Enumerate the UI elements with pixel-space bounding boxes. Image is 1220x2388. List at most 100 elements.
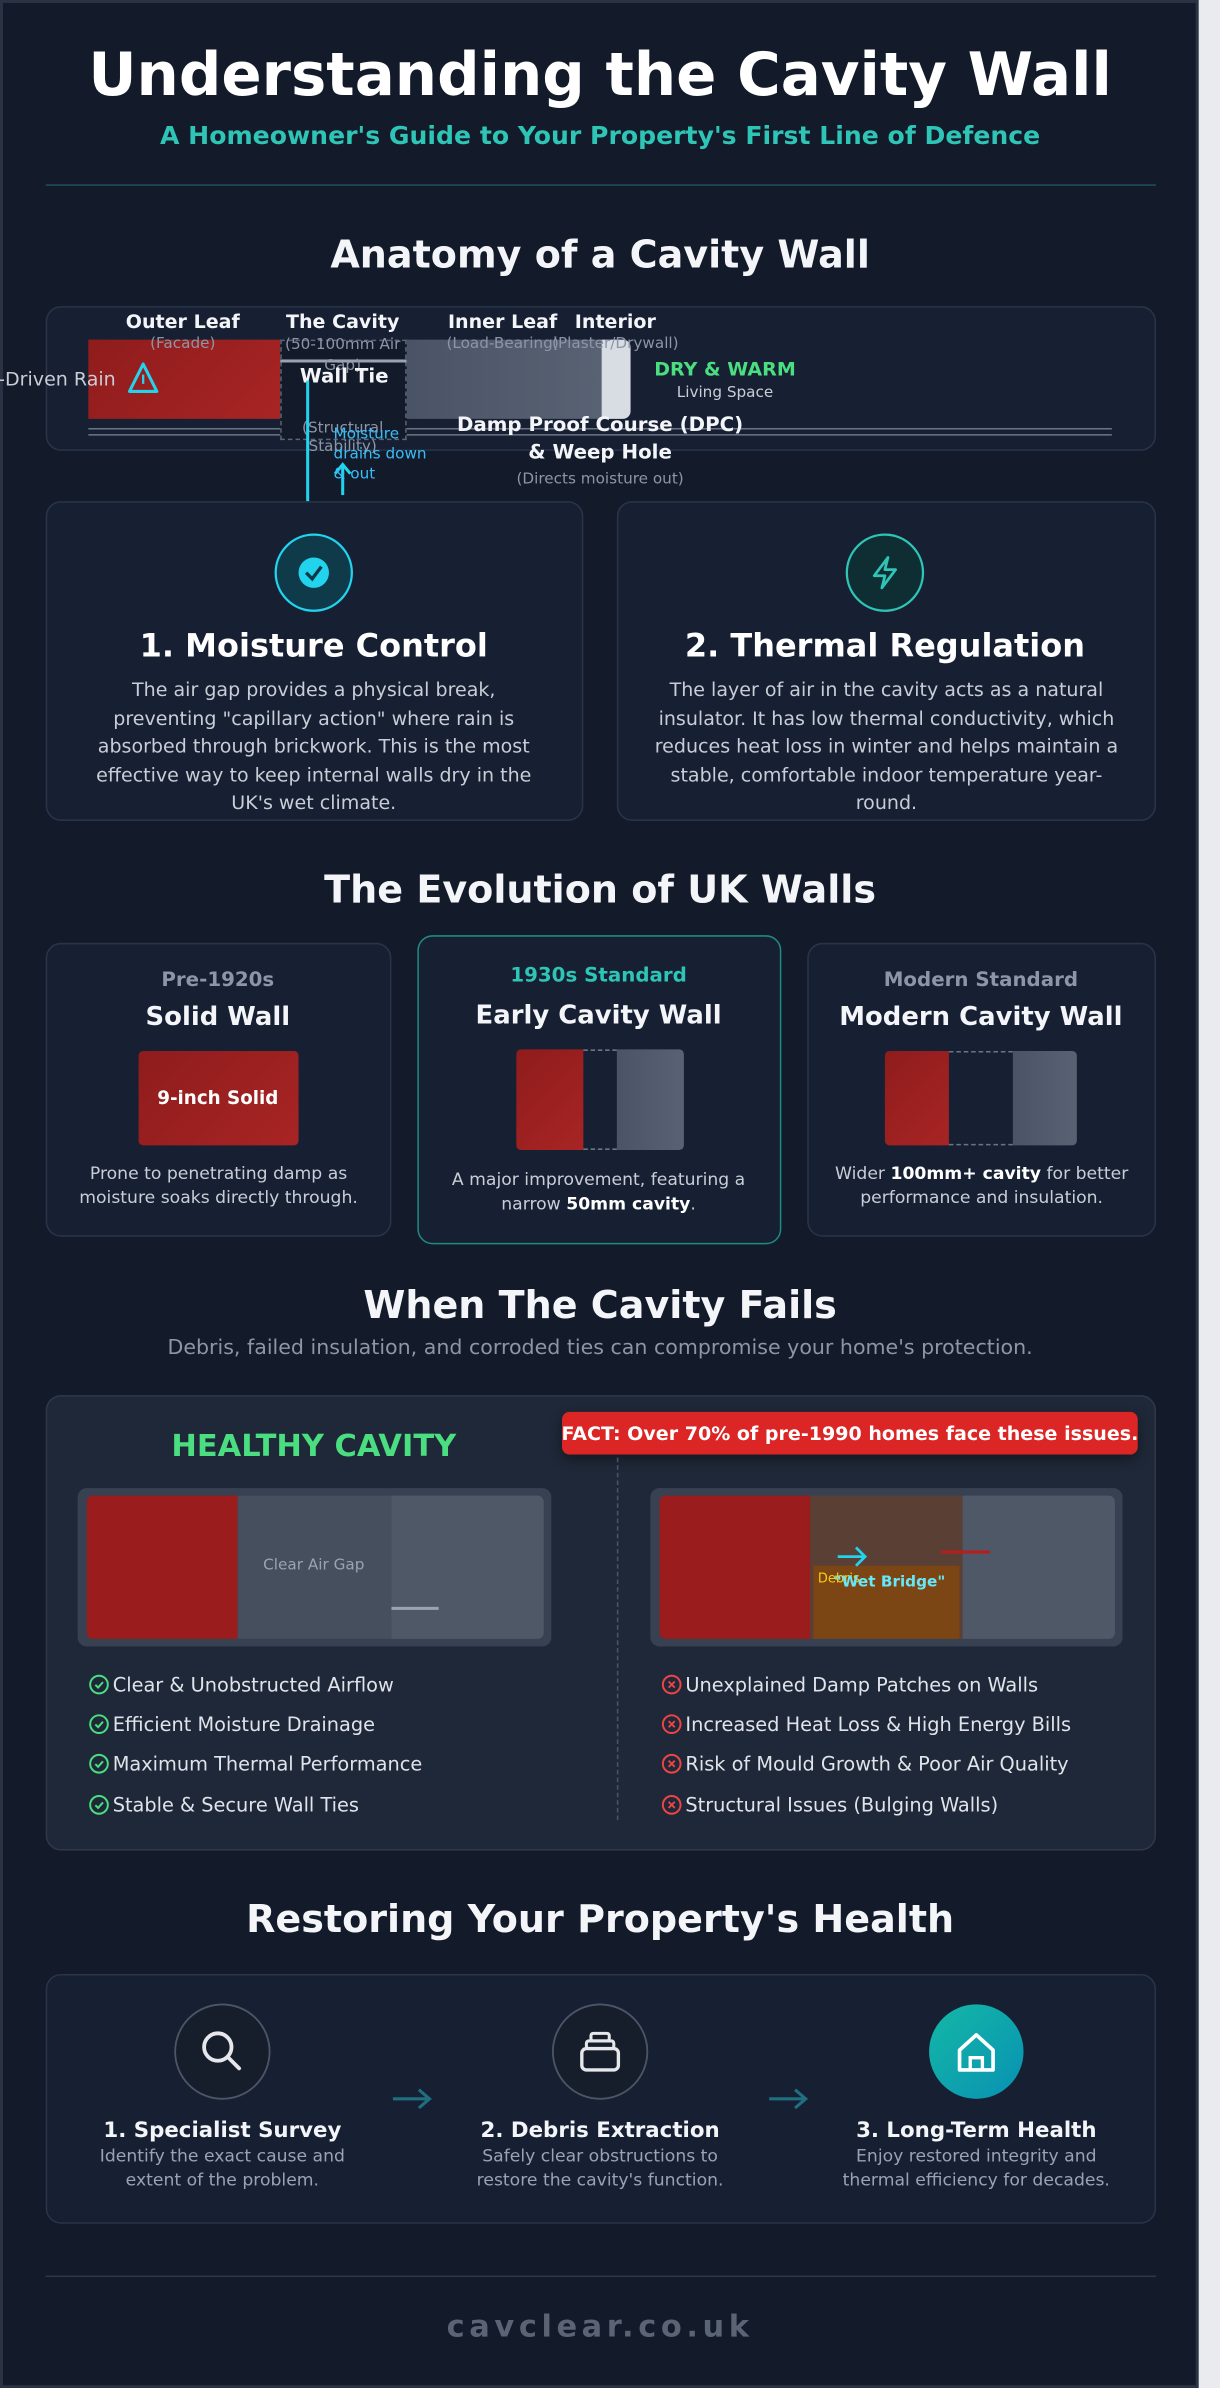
text-bold: 50mm cavity — [566, 1194, 691, 1214]
layer-note: (50-100mm Air Gap) — [285, 336, 401, 375]
layer-name: Interior — [574, 309, 656, 333]
list-icon — [89, 1794, 109, 1815]
section-heading: When The Cavity Fails — [363, 1283, 837, 1328]
list-item: Maximum Thermal Performance — [112, 1752, 423, 1776]
icon — [274, 533, 353, 612]
step-arrow — [769, 2088, 809, 2110]
era: 1930s Standard — [510, 964, 687, 988]
inner-leaf — [1012, 1050, 1077, 1146]
fact-text: FACT: Over 70% of pre-1990 homes face th… — [561, 1421, 1139, 1445]
outer-leaf — [88, 339, 281, 419]
step-icon — [929, 2004, 1024, 2099]
layer-note: (Load-Bearing) — [446, 335, 559, 353]
dpc-label: Damp Proof Course (DPC) & Weep Hole — [457, 414, 744, 465]
divider — [616, 1457, 619, 1821]
text: A major improvement, featuring a narrow — [451, 1169, 746, 1214]
text: . — [690, 1194, 696, 1214]
evolution-card — [807, 942, 1157, 1237]
step-icon — [551, 2003, 649, 2100]
debris — [813, 1565, 960, 1639]
dpc-line — [88, 427, 1112, 430]
divider — [45, 184, 1157, 186]
list-item: Structural Issues (Bulging Walls) — [685, 1792, 999, 1816]
interior-note: Living Space — [676, 384, 774, 402]
card-text: The air gap provides a physical break, p… — [96, 677, 532, 814]
rain-icon — [127, 362, 159, 393]
list-icon — [661, 1714, 682, 1735]
step-title: 3. Long-Term Health — [856, 2118, 1097, 2144]
section-heading: Restoring Your Property's Health — [246, 1897, 955, 1942]
step-arrow — [392, 2088, 432, 2110]
outer-leaf — [659, 1495, 811, 1639]
list-icon — [661, 1754, 682, 1775]
corroded-tie — [941, 1550, 991, 1554]
text: Wider — [834, 1163, 891, 1184]
dpc-note: (Directs moisture out) — [516, 471, 684, 489]
wall-tie-label: Wall Tie — [299, 365, 389, 389]
cavity — [948, 1050, 1013, 1146]
outer-leaf — [86, 1495, 238, 1639]
layer-note: (Plaster/Drywall) — [552, 335, 679, 353]
subtitle: A Homeowner's Guide to Your Property's F… — [159, 121, 1041, 151]
section-heading: Anatomy of a Cavity Wall — [330, 232, 870, 277]
list-item: Unexplained Damp Patches on Walls — [685, 1673, 1039, 1696]
step-text: Enjoy restored integrity and thermal eff… — [842, 2146, 1110, 2191]
list-icon — [89, 1674, 109, 1695]
cavity — [583, 1049, 617, 1150]
interior — [601, 339, 631, 419]
moisture-arrow — [837, 1546, 868, 1567]
inner-leaf — [616, 1049, 684, 1150]
outer-leaf — [884, 1050, 949, 1146]
card-text: A major improvement, featuring a narrow … — [442, 1168, 756, 1217]
step-text: Identify the exact cause and extent of t… — [99, 2146, 345, 2191]
step-icon — [174, 2003, 271, 2100]
inner-leaf — [406, 339, 602, 419]
card-text: Prone to penetrating damp as moisture so… — [76, 1162, 361, 1211]
title: Understanding the Cavity Wall — [88, 41, 1112, 111]
list-item: Efficient Moisture Drainage — [112, 1713, 376, 1736]
footer: cavclear.co.uk — [446, 2307, 754, 2345]
list-item: Increased Heat Loss & High Energy Bills — [685, 1713, 1072, 1736]
fact-badge — [562, 1411, 1138, 1455]
text: for better performance and insulation. — [860, 1163, 1129, 1208]
step-text: Safely clear obstructions to restore the… — [476, 2146, 724, 2191]
drain-label: Moisture drains down & out — [333, 426, 427, 483]
layer-name: Outer Leaf — [125, 309, 240, 333]
layer-name: The Cavity — [286, 309, 400, 333]
card-text: Wider 100mm+ cavity for better performan… — [835, 1162, 1129, 1211]
list-icon — [89, 1754, 109, 1775]
card-title: 1. Moisture Control — [139, 627, 488, 665]
cavity — [280, 339, 407, 441]
section-subtitle: Debris, failed insulation, and corroded … — [167, 1335, 1033, 1361]
era: Pre-1920s — [161, 969, 275, 993]
debris-label: Debris — [817, 1571, 860, 1588]
dpc-line — [88, 434, 1112, 436]
step-title: 2. Debris Extraction — [480, 2118, 720, 2144]
scrollbar — [1198, 0, 1220, 2388]
list-icon — [661, 1794, 682, 1815]
rain-label: Wind-Driven Rain — [0, 367, 116, 390]
list-item: Risk of Mould Growth & Poor Air Quality — [685, 1752, 1069, 1776]
wall-name: Solid Wall — [145, 1002, 291, 1033]
interior-label: DRY & WARM — [654, 357, 796, 381]
card-title: 2. Thermal Regulation — [684, 627, 1085, 665]
list-icon — [89, 1714, 109, 1735]
text-bold: 100mm+ cavity — [890, 1163, 1042, 1184]
wall-tie-note: (Structural Stability) — [302, 420, 384, 456]
bridge-label: "Wet Bridge" — [833, 1574, 946, 1591]
wall-tie — [280, 359, 407, 363]
card-text: The layer of air in the cavity acts as a… — [654, 677, 1119, 814]
wall-name: Modern Cavity Wall — [839, 1002, 1123, 1033]
step-title: 1. Specialist Survey — [103, 2118, 342, 2144]
list-icon — [661, 1674, 682, 1695]
divider — [45, 2275, 1157, 2278]
diagram-label: 9-inch Solid — [157, 1087, 279, 1109]
gap-label: Clear Air Gap — [263, 1557, 365, 1575]
wall-tie — [391, 1606, 439, 1610]
era: Modern Standard — [883, 969, 1079, 993]
evolution-card — [417, 935, 782, 1245]
outer-leaf — [516, 1049, 584, 1150]
